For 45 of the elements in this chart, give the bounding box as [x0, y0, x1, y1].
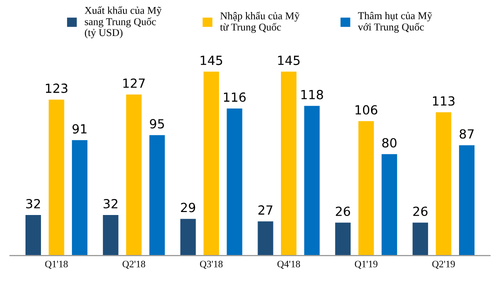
data-label: 26 [413, 206, 428, 216]
bar [149, 135, 165, 256]
bar [436, 112, 452, 256]
bar [25, 215, 41, 256]
legend-label: Nhập khẩu của Mỹ từ Trung Quốc [220, 12, 300, 33]
x-tick-label: Q4'18 [277, 260, 300, 269]
x-tick-label: Q1'18 [45, 260, 68, 269]
bar [280, 72, 296, 256]
bar [180, 218, 196, 256]
legend-label: Xuất khẩu của Mỹ sang Trung Quốc (tỷ USD) [84, 6, 162, 38]
data-label: 80 [382, 138, 396, 148]
data-label: 95 [150, 119, 164, 129]
data-label: 32 [104, 198, 118, 208]
data-label: 29 [181, 202, 196, 212]
bar [358, 121, 374, 256]
bar [412, 222, 428, 256]
x-tick-label: Q1'19 [354, 260, 378, 269]
x-tick-label: Q3'18 [200, 260, 223, 269]
data-label: 113 [432, 96, 454, 106]
bar [459, 145, 475, 256]
bar [126, 94, 142, 256]
data-label: 145 [278, 56, 300, 66]
data-label: 26 [336, 206, 350, 216]
data-label: 27 [258, 205, 272, 215]
data-label: 127 [123, 78, 145, 88]
bar [258, 221, 274, 256]
x-tick-label: Q2'18 [122, 260, 146, 269]
x-tick-label: Q2'19 [432, 260, 455, 269]
bar [335, 222, 351, 256]
bar [48, 100, 64, 256]
data-label: 123 [46, 84, 68, 93]
data-label: 116 [224, 92, 246, 102]
data-label: 91 [72, 124, 86, 134]
data-label: 87 [460, 129, 474, 139]
data-label: 106 [356, 105, 378, 115]
legend-label: Thâm hụt của Mỹ với Trung Quốc [358, 12, 432, 33]
bar [102, 215, 118, 256]
bar [382, 154, 398, 256]
bar [72, 140, 88, 256]
bar [304, 106, 320, 256]
bar [226, 108, 242, 256]
data-label: 145 [200, 56, 222, 66]
data-label: 118 [301, 90, 324, 100]
data-label: 32 [26, 198, 40, 208]
bar [204, 72, 220, 256]
